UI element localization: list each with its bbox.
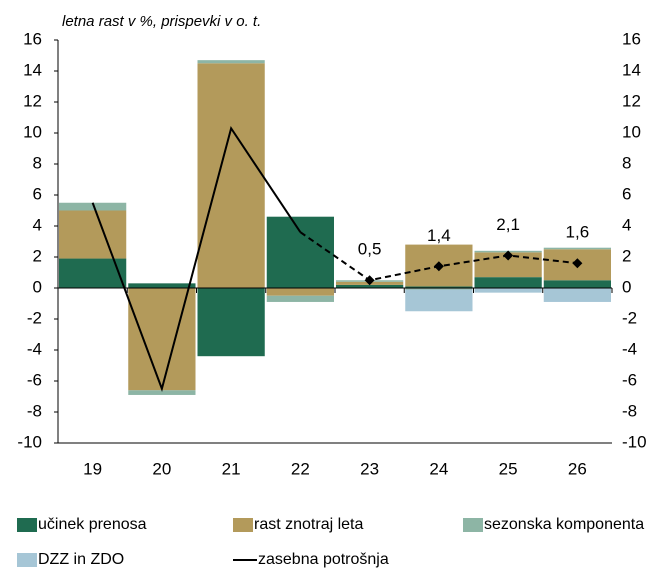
y2-tick-label: 6 — [622, 184, 631, 203]
y2-tick-label: 4 — [622, 215, 631, 234]
legend-label: DZZ in ZDO — [38, 551, 124, 568]
legend-label: učinek prenosa — [38, 516, 147, 533]
x-tick-label: 19 — [83, 459, 102, 478]
y-tick-label: 8 — [33, 153, 42, 172]
bar-segment — [543, 280, 611, 288]
bar-segment — [474, 288, 542, 293]
x-tick-label: 25 — [499, 459, 518, 478]
legend-label: sezonska komponenta — [484, 516, 644, 533]
bar-segment — [197, 63, 265, 288]
bar-segment — [266, 216, 334, 288]
bar-segment — [474, 277, 542, 288]
y-tick-label: 0 — [33, 277, 42, 296]
x-tick-label: 24 — [429, 459, 448, 478]
bar-segment — [543, 288, 611, 302]
y2-tick-label: -6 — [622, 370, 637, 389]
x-tick-label: 23 — [360, 459, 379, 478]
legend-label: rast znotraj leta — [254, 516, 363, 533]
x-tick-label: 22 — [291, 459, 310, 478]
y-tick-label: -10 — [17, 432, 42, 451]
legend-swatch — [463, 518, 483, 532]
y-tick-label: -6 — [27, 370, 42, 389]
bar-segment — [405, 288, 473, 290]
bar-segment — [197, 288, 265, 357]
y2-tick-label: -2 — [622, 308, 637, 327]
bar-segment — [128, 390, 196, 395]
bar-segment — [59, 210, 127, 259]
bar-segment — [543, 247, 611, 250]
y-tick-label: 2 — [33, 246, 42, 265]
y-tick-label: 6 — [33, 184, 42, 203]
y-tick-label: -8 — [27, 401, 42, 420]
y2-tick-label: 16 — [622, 29, 641, 48]
bar-segment — [405, 289, 473, 312]
data-label: 1,6 — [566, 223, 590, 242]
line-marker — [364, 275, 375, 286]
y-tick-label: 4 — [33, 215, 42, 234]
line-marker — [503, 250, 514, 261]
y-tick-label: 14 — [23, 60, 42, 79]
line-marker — [433, 261, 444, 272]
x-tick-label: 21 — [222, 459, 241, 478]
y2-tick-label: -10 — [622, 432, 647, 451]
y-tick-label: 16 — [23, 29, 42, 48]
y2-tick-label: 8 — [622, 153, 631, 172]
line-series — [91, 125, 302, 393]
legend-swatch — [17, 518, 37, 532]
bar-segment — [266, 288, 334, 296]
y2-tick-label: -4 — [622, 339, 637, 358]
chart-subtitle: letna rast v %, prispevki v o. t. — [62, 13, 261, 30]
bar-segment — [197, 60, 265, 64]
bar-segment — [128, 283, 196, 288]
y2-tick-label: 0 — [622, 277, 631, 296]
y2-tick-label: -8 — [622, 401, 637, 420]
bar-segment — [59, 202, 127, 211]
x-tick-label: 20 — [152, 459, 171, 478]
data-label: 0,5 — [358, 240, 382, 259]
y2-tick-label: 10 — [622, 122, 641, 141]
data-label: 1,4 — [427, 226, 451, 245]
y-tick-label: -2 — [27, 308, 42, 327]
bar-segment — [59, 258, 127, 288]
bar-segment — [266, 295, 334, 302]
y2-tick-label: 2 — [622, 246, 631, 265]
legend-label: zasebna potrošnja — [258, 551, 389, 568]
data-label: 2,1 — [496, 215, 520, 234]
bar-segment — [336, 284, 404, 288]
y-tick-label: 12 — [23, 91, 42, 110]
bar-segment — [405, 286, 473, 288]
line-marker — [572, 258, 583, 269]
y2-tick-label: 14 — [622, 60, 641, 79]
y-tick-label: 10 — [23, 122, 42, 141]
x-tick-label: 26 — [568, 459, 587, 478]
legend-swatch — [17, 553, 37, 567]
legend-swatch — [233, 518, 253, 532]
y-tick-label: -4 — [27, 339, 42, 358]
y2-tick-label: 12 — [622, 91, 641, 110]
